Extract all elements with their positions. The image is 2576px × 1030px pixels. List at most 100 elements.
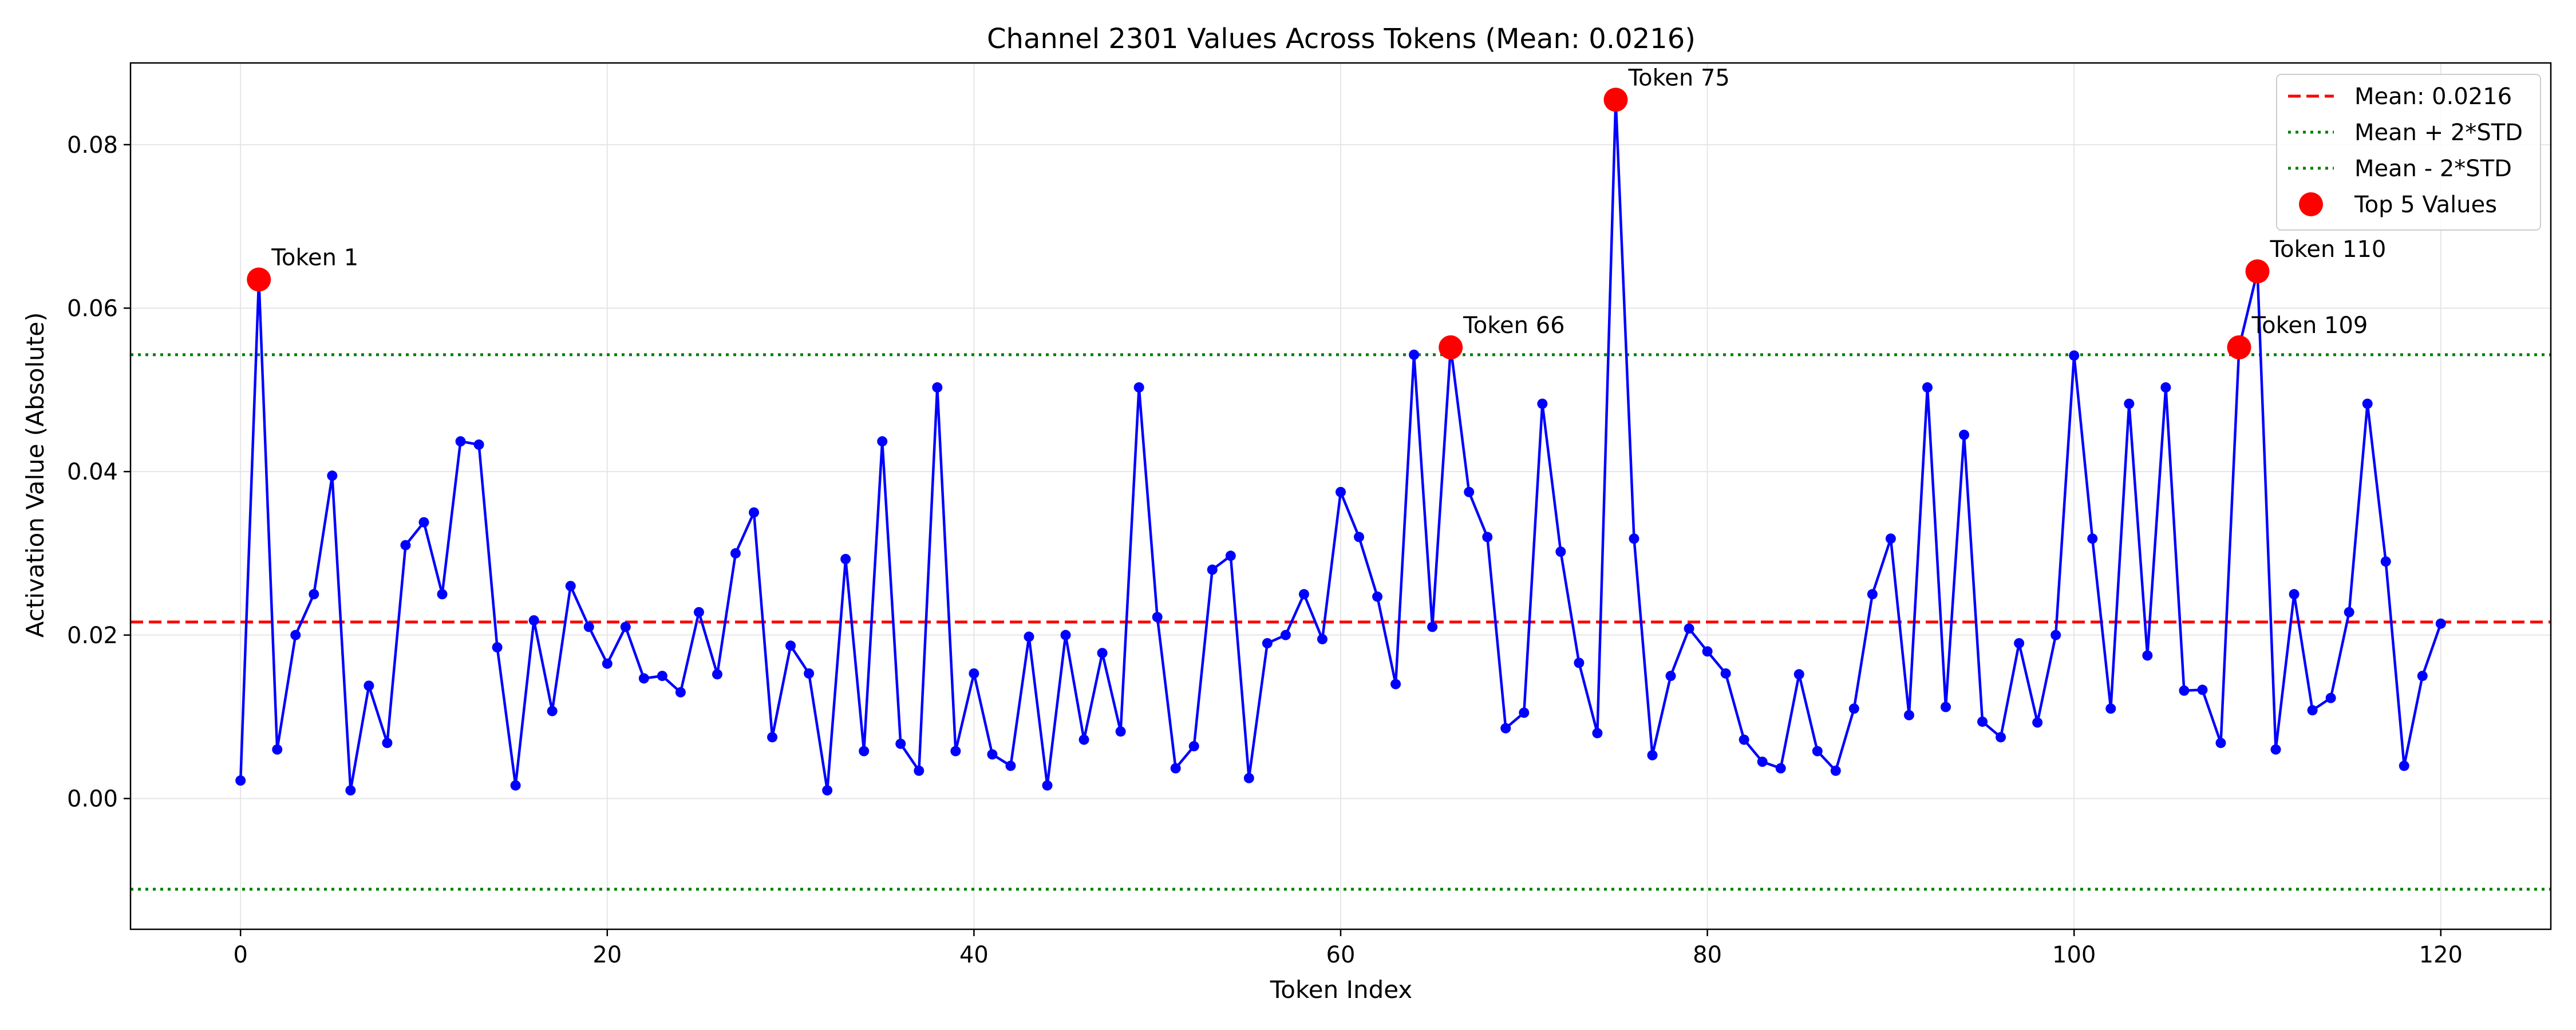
top-value-marker [1603,88,1628,112]
data-point [2344,607,2354,617]
data-point [1867,589,1878,600]
chart-title: Channel 2301 Values Across Tokens (Mean:… [987,23,1696,55]
data-point [473,439,484,450]
data-point [1977,716,1988,727]
data-point [785,640,796,651]
x-tick-label: 100 [2052,942,2096,968]
data-point [400,540,411,550]
data-point [2014,638,2025,649]
data-point [1555,546,1566,557]
data-point [1574,657,1585,668]
data-point [437,589,448,600]
data-point [1409,349,1420,360]
data-point [1537,398,1548,409]
legend-box [2276,74,2541,231]
data-point [2105,703,2116,714]
data-point [859,746,870,756]
data-point [1024,631,1034,642]
x-tick-label: 60 [1326,942,1356,968]
data-point [290,629,301,640]
data-point [2050,629,2061,640]
data-point [1372,591,1383,602]
legend-top-swatch [2299,192,2323,216]
data-point [1152,612,1163,623]
data-point [2362,398,2373,409]
data-point [1848,703,1859,714]
data-point [2179,685,2190,696]
y-tick-label: 0.06 [67,295,118,322]
x-tick-label: 40 [959,942,989,968]
data-point [235,775,246,786]
data-point [309,589,319,600]
legend-lower-label: Mean - 2*STD [2354,156,2512,182]
data-point [914,765,924,776]
data-point [2307,705,2318,716]
x-tick-label: 120 [2419,942,2463,968]
data-point [1793,669,1804,680]
data-point [1005,760,1016,771]
data-point [382,738,393,748]
data-point [2325,692,2336,703]
data-point [987,749,998,760]
data-point [418,517,429,528]
data-point [895,738,906,749]
data-point [2380,556,2391,567]
data-point [1885,533,1896,544]
top-value-marker [2245,259,2270,284]
y-axis-label: Activation Value (Absolute) [21,312,49,638]
data-point [1170,763,1181,774]
data-point [693,607,704,617]
data-point [1262,638,1273,649]
data-point [1757,756,1768,767]
data-point [492,642,503,653]
data-point [1959,429,1970,440]
data-point [1336,486,1346,497]
grid [131,63,2551,929]
data-point [1298,589,1309,600]
data-point [1941,702,1951,712]
data-point [565,581,576,592]
data-point [932,382,943,393]
data-point [1243,772,1254,783]
top-value-annotation: Token 66 [1463,312,1564,339]
data-point [1097,648,1108,659]
data-point [675,687,686,698]
data-point [2124,398,2135,409]
data-point [602,658,613,669]
data-point [877,436,888,447]
legend-upper-label: Mean + 2*STD [2354,120,2523,146]
data-point [1996,732,2006,743]
data-point [1903,710,1914,720]
y-tick-label: 0.00 [67,786,118,812]
data-point [1647,750,1658,760]
data-point [528,615,539,626]
data-point [1500,723,1511,734]
data-point [1133,382,1144,393]
data-point [1464,486,1475,497]
data-point [1922,382,1933,393]
top-value-marker [2227,335,2251,360]
data-point [510,780,521,791]
data-point [749,507,760,518]
data-point [1629,533,1639,544]
data-point [327,470,338,481]
data-point [1115,726,1126,737]
data-point [2270,744,2281,755]
data-point [1060,629,1071,640]
top-values: Token 1 Token 66 Token 75 Token 109 Token 11… [247,65,2386,360]
data-point [1812,746,1823,756]
data-point [1390,679,1401,690]
data-point [455,436,466,447]
data-point [1354,532,1365,542]
data-point [2435,618,2446,629]
x-tick-label: 0 [233,942,247,968]
data-point [2160,382,2171,393]
data-point [2289,589,2300,600]
data-point [657,671,667,682]
data-point [1592,728,1603,739]
top-value-marker [247,267,271,292]
data-point [804,668,815,679]
top-value-marker [1439,335,1463,360]
